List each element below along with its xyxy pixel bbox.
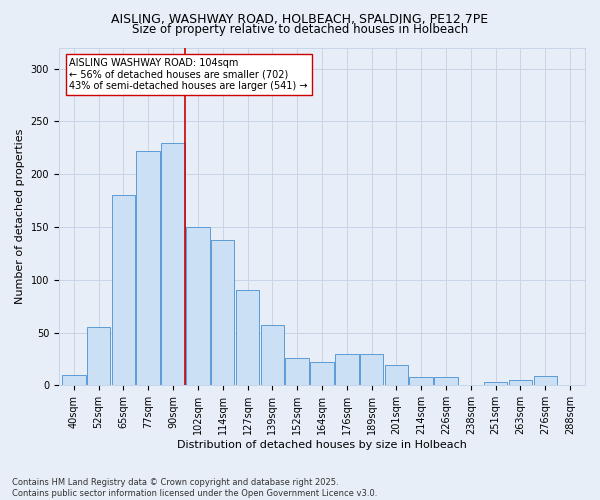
Bar [112, 196, 135, 386]
Bar [161, 142, 185, 386]
Bar [409, 377, 433, 386]
Bar [87, 328, 110, 386]
Bar [211, 240, 235, 386]
Y-axis label: Number of detached properties: Number of detached properties [15, 128, 25, 304]
Bar [385, 366, 408, 386]
Bar [236, 290, 259, 386]
Bar [434, 377, 458, 386]
Bar [360, 354, 383, 386]
Text: AISLING WASHWAY ROAD: 104sqm
← 56% of detached houses are smaller (702)
43% of s: AISLING WASHWAY ROAD: 104sqm ← 56% of de… [70, 58, 308, 91]
Text: Size of property relative to detached houses in Holbeach: Size of property relative to detached ho… [132, 22, 468, 36]
Bar [533, 376, 557, 386]
Bar [286, 358, 309, 386]
Bar [335, 354, 359, 386]
Bar [62, 375, 86, 386]
Text: AISLING, WASHWAY ROAD, HOLBEACH, SPALDING, PE12 7PE: AISLING, WASHWAY ROAD, HOLBEACH, SPALDIN… [112, 12, 488, 26]
Bar [136, 151, 160, 386]
Bar [484, 382, 508, 386]
X-axis label: Distribution of detached houses by size in Holbeach: Distribution of detached houses by size … [177, 440, 467, 450]
Text: Contains HM Land Registry data © Crown copyright and database right 2025.
Contai: Contains HM Land Registry data © Crown c… [12, 478, 377, 498]
Bar [260, 325, 284, 386]
Bar [186, 227, 209, 386]
Bar [310, 362, 334, 386]
Bar [509, 380, 532, 386]
